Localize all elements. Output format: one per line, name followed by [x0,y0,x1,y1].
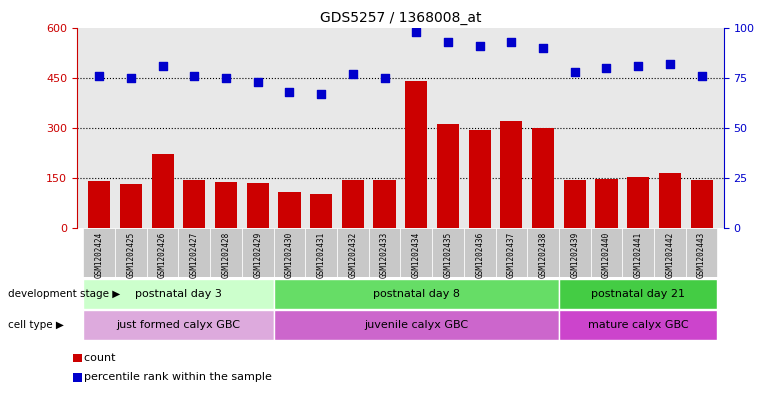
Point [695,72,708,79]
Bar [83,310,273,340]
Point [346,70,359,77]
Bar [437,124,459,228]
Bar [183,180,206,228]
Bar [627,177,649,228]
Bar [337,228,369,277]
Bar [88,181,110,228]
Text: GSM1202426: GSM1202426 [158,232,167,278]
Text: postnatal day 3: postnatal day 3 [135,289,222,299]
Text: postnatal day 21: postnatal day 21 [591,289,685,299]
Point [474,42,486,49]
Point [220,75,233,81]
Point [410,28,423,35]
Text: GSM1202442: GSM1202442 [665,232,675,278]
Text: mature calyx GBC: mature calyx GBC [588,320,688,330]
Bar [246,183,269,228]
Bar [595,178,618,228]
Bar [83,228,115,277]
Text: cell type ▶: cell type ▶ [8,320,64,330]
Title: GDS5257 / 1368008_at: GDS5257 / 1368008_at [320,11,481,25]
Text: just formed calyx GBC: just formed calyx GBC [116,320,240,330]
Bar [369,228,400,277]
Bar [500,121,523,228]
Bar [305,228,337,277]
Point [315,90,327,97]
Bar [532,129,554,228]
Bar [147,228,179,277]
Bar [242,228,273,277]
Text: GSM1202443: GSM1202443 [697,232,706,278]
Point [664,61,676,67]
Bar [278,192,300,228]
Text: count: count [77,353,116,363]
Bar [559,310,718,340]
Bar [496,228,527,277]
Bar [83,279,273,309]
Bar [432,228,464,277]
Bar [622,228,654,277]
Text: development stage ▶: development stage ▶ [8,289,120,299]
Text: GSM1202438: GSM1202438 [538,232,547,278]
Text: GSM1202433: GSM1202433 [380,232,389,278]
Point [252,79,264,85]
Bar [686,228,718,277]
Point [505,39,517,45]
Point [125,75,137,81]
Point [188,72,200,79]
Text: GSM1202428: GSM1202428 [222,232,230,278]
Bar [273,279,559,309]
Text: GSM1202430: GSM1202430 [285,232,294,278]
Point [442,39,454,45]
Bar [405,81,427,228]
Point [93,72,105,79]
Bar [273,228,305,277]
Bar [469,130,490,228]
Bar [152,154,174,228]
Text: GSM1202429: GSM1202429 [253,232,263,278]
Text: GSM1202424: GSM1202424 [95,232,104,278]
Point [156,62,169,69]
Point [378,75,390,81]
Bar [464,228,496,277]
Text: GSM1202431: GSM1202431 [316,232,326,278]
Text: percentile rank within the sample: percentile rank within the sample [77,372,272,382]
Text: postnatal day 8: postnatal day 8 [373,289,460,299]
Text: GSM1202439: GSM1202439 [571,232,579,278]
Point [601,64,613,71]
Text: GSM1202425: GSM1202425 [126,232,136,278]
Bar [400,228,432,277]
Bar [210,228,242,277]
Point [632,62,644,69]
Text: GSM1202441: GSM1202441 [634,232,643,278]
Bar [564,180,586,228]
Text: GSM1202440: GSM1202440 [602,232,611,278]
Point [537,44,549,51]
Bar [179,228,210,277]
Text: GSM1202437: GSM1202437 [507,232,516,278]
Text: GSM1202432: GSM1202432 [348,232,357,278]
Bar [115,228,147,277]
Text: GSM1202435: GSM1202435 [444,232,453,278]
Bar [310,193,332,228]
Bar [591,228,622,277]
Bar [691,180,713,228]
Bar [559,279,718,309]
Bar [120,184,142,228]
Text: juvenile calyx GBC: juvenile calyx GBC [364,320,468,330]
Text: GSM1202436: GSM1202436 [475,232,484,278]
Bar [527,228,559,277]
Bar [654,228,686,277]
Bar [659,173,681,228]
Bar [273,310,559,340]
Point [283,88,296,95]
Text: GSM1202434: GSM1202434 [412,232,420,278]
Bar [559,228,591,277]
Point [568,68,581,75]
Bar [215,182,237,228]
Text: GSM1202427: GSM1202427 [190,232,199,278]
Bar [342,180,364,228]
Bar [373,180,396,228]
